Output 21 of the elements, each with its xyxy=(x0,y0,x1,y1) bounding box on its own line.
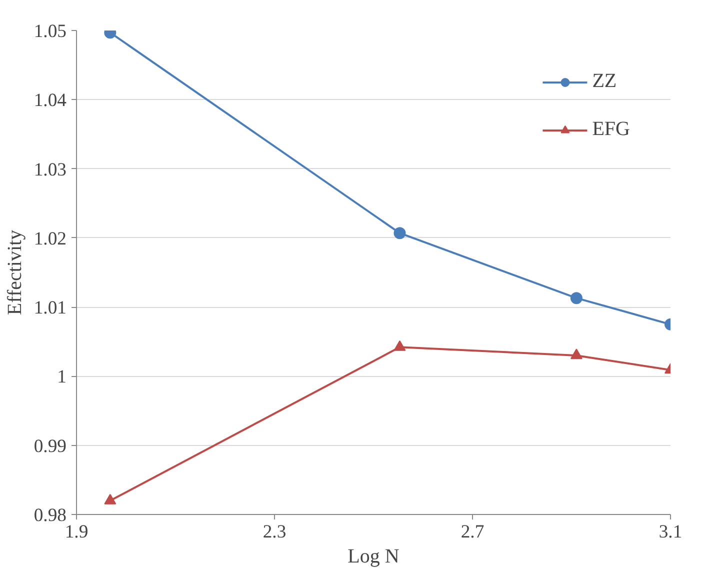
y-tick-label: 1.04 xyxy=(34,90,68,112)
point xyxy=(104,494,116,504)
y-tick-label: 1.03 xyxy=(34,159,67,180)
point xyxy=(570,292,582,304)
point xyxy=(394,340,406,351)
x-tick-label: 1.9 xyxy=(64,522,88,542)
y-tick-label: 1.02 xyxy=(34,228,67,250)
legend-label: EFG xyxy=(592,118,630,141)
x-tick-label: 3.1 xyxy=(658,522,682,542)
x-tick-label: 2.7 xyxy=(460,522,484,542)
y-axis-title: Effectivity xyxy=(4,230,26,316)
legend-label: ZZ xyxy=(592,70,617,93)
y-tick-label: 0.99 xyxy=(34,436,67,457)
point xyxy=(394,227,406,240)
point xyxy=(570,348,582,360)
x-axis-title: Log N xyxy=(348,546,400,568)
y-tick-label: 1.05 xyxy=(34,21,67,42)
y-tick-label: 1.01 xyxy=(34,298,67,319)
y-tick-label: 1 xyxy=(57,366,66,388)
y-tick-label: 0.98 xyxy=(34,505,67,526)
x-tick-label: 2.3 xyxy=(262,522,286,542)
